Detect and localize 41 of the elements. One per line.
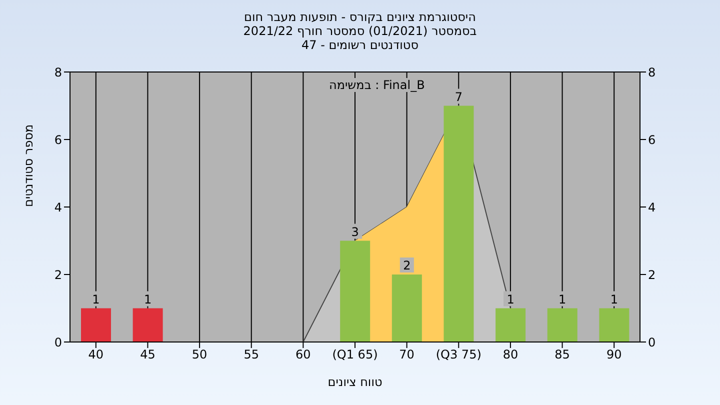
x-tick-label: 85 <box>554 348 570 362</box>
bar <box>599 308 630 342</box>
x-tick-label: (Q3 75) <box>436 348 482 362</box>
bar <box>496 308 526 342</box>
x-tick-label: (Q1 65) <box>332 348 378 362</box>
chart-subtitle: בסמסטר (01/2021) סמסטר חורף 2021/22 סטודנטים רשומים - 47 <box>242 24 478 52</box>
y2-tick-label: 0 <box>648 335 656 350</box>
y-tick-label: 2 <box>54 268 62 282</box>
data-label: 1 <box>506 292 514 306</box>
y-tick-label: 8 <box>54 65 62 80</box>
x-tick-label: 60 <box>296 348 311 362</box>
x-tick-label: 50 <box>192 348 208 362</box>
x-tick-label: 40 <box>88 348 104 362</box>
x-tick-label: 80 <box>502 348 518 362</box>
data-label: 1 <box>144 292 152 306</box>
y2-tick-label: 4 <box>648 200 656 214</box>
data-label: 3 <box>351 224 359 239</box>
x-tick-label: 55 <box>244 348 260 362</box>
chart-title: היסטוגרמת ציונים בקורס - תופעות מעבר חום <box>243 10 477 24</box>
x-axis-title: טווח ציונים <box>328 375 382 389</box>
x-tick-label: 90 <box>606 348 622 362</box>
bar <box>81 308 111 342</box>
y-tick-label: 6 <box>54 132 62 147</box>
y2-tick-label: 2 <box>648 268 656 282</box>
y-axis-title: מספר סטודנטים <box>21 124 36 207</box>
y-tick-label: 4 <box>54 200 62 214</box>
bar <box>340 240 370 342</box>
x-tick-label: 45 <box>140 348 156 362</box>
data-label: 1 <box>610 292 618 306</box>
y2-tick-label: 6 <box>648 132 656 147</box>
bar <box>132 308 163 342</box>
annotation: במשימה : Final_B <box>326 78 428 92</box>
bar <box>547 308 578 342</box>
data-label: 2 <box>403 258 411 272</box>
y2-tick-label: 8 <box>648 65 656 80</box>
data-label: 1 <box>558 292 566 306</box>
data-label: 1 <box>92 292 100 306</box>
x-tick-label: 70 <box>399 348 414 362</box>
bar <box>392 274 422 342</box>
data-label: 7 <box>454 90 463 104</box>
y-tick-label: 0 <box>54 335 62 350</box>
